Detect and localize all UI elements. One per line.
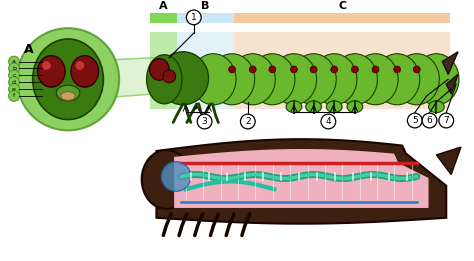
Text: 3: 3 <box>202 117 208 126</box>
FancyBboxPatch shape <box>177 32 234 109</box>
Ellipse shape <box>351 66 358 73</box>
Text: C: C <box>338 2 346 11</box>
Circle shape <box>9 63 19 74</box>
Text: a: a <box>12 59 16 64</box>
Ellipse shape <box>42 61 51 70</box>
Ellipse shape <box>75 61 84 70</box>
Ellipse shape <box>269 66 276 73</box>
Ellipse shape <box>394 54 439 105</box>
Circle shape <box>186 10 201 25</box>
Ellipse shape <box>33 39 103 120</box>
Polygon shape <box>174 149 428 208</box>
Circle shape <box>17 28 119 130</box>
Circle shape <box>197 114 212 129</box>
Text: e: e <box>12 87 16 92</box>
Circle shape <box>439 113 454 128</box>
Text: 7: 7 <box>443 116 449 125</box>
FancyBboxPatch shape <box>150 14 177 23</box>
Ellipse shape <box>157 52 209 105</box>
Text: A: A <box>159 2 168 11</box>
Text: A: A <box>24 43 34 56</box>
Text: B: B <box>201 2 210 11</box>
Text: 6: 6 <box>427 116 432 125</box>
FancyBboxPatch shape <box>234 32 450 109</box>
Circle shape <box>9 91 19 101</box>
Text: f: f <box>13 93 15 98</box>
Polygon shape <box>442 52 458 74</box>
Ellipse shape <box>228 66 236 73</box>
Ellipse shape <box>291 66 297 73</box>
Text: c: c <box>12 73 16 78</box>
Circle shape <box>422 113 437 128</box>
Ellipse shape <box>142 150 191 209</box>
Ellipse shape <box>306 101 321 113</box>
Ellipse shape <box>394 66 401 73</box>
Ellipse shape <box>327 101 342 113</box>
Ellipse shape <box>414 54 459 105</box>
Text: 1: 1 <box>191 13 197 22</box>
Ellipse shape <box>61 92 75 100</box>
Polygon shape <box>156 139 446 224</box>
Ellipse shape <box>428 101 444 113</box>
Ellipse shape <box>191 54 236 105</box>
Ellipse shape <box>210 54 255 105</box>
Text: 2: 2 <box>245 117 251 126</box>
Circle shape <box>161 162 191 191</box>
Ellipse shape <box>331 66 337 73</box>
Circle shape <box>9 77 19 88</box>
Ellipse shape <box>146 55 182 104</box>
Circle shape <box>408 113 422 128</box>
Ellipse shape <box>286 101 302 113</box>
Text: 5: 5 <box>412 116 418 125</box>
Ellipse shape <box>291 54 336 105</box>
Ellipse shape <box>37 56 65 87</box>
Text: b: b <box>12 66 16 71</box>
Ellipse shape <box>374 54 419 105</box>
FancyBboxPatch shape <box>177 14 234 23</box>
Polygon shape <box>437 147 461 175</box>
Ellipse shape <box>413 66 420 73</box>
Circle shape <box>240 114 255 129</box>
Ellipse shape <box>150 59 169 80</box>
Ellipse shape <box>163 70 175 83</box>
Ellipse shape <box>71 56 99 87</box>
Ellipse shape <box>353 54 398 105</box>
Circle shape <box>9 56 19 67</box>
Ellipse shape <box>310 66 317 73</box>
Circle shape <box>9 70 19 81</box>
Text: d: d <box>12 80 16 85</box>
Polygon shape <box>114 58 154 97</box>
FancyBboxPatch shape <box>234 14 450 23</box>
Polygon shape <box>446 74 458 94</box>
Ellipse shape <box>272 54 317 105</box>
Ellipse shape <box>56 85 80 101</box>
Ellipse shape <box>312 54 357 105</box>
Circle shape <box>9 84 19 94</box>
Circle shape <box>321 114 336 129</box>
FancyBboxPatch shape <box>150 32 177 109</box>
Ellipse shape <box>332 54 377 105</box>
Ellipse shape <box>250 54 295 105</box>
Ellipse shape <box>347 101 363 113</box>
Ellipse shape <box>230 54 275 105</box>
Text: 4: 4 <box>326 117 331 126</box>
Ellipse shape <box>372 66 379 73</box>
Ellipse shape <box>249 66 256 73</box>
